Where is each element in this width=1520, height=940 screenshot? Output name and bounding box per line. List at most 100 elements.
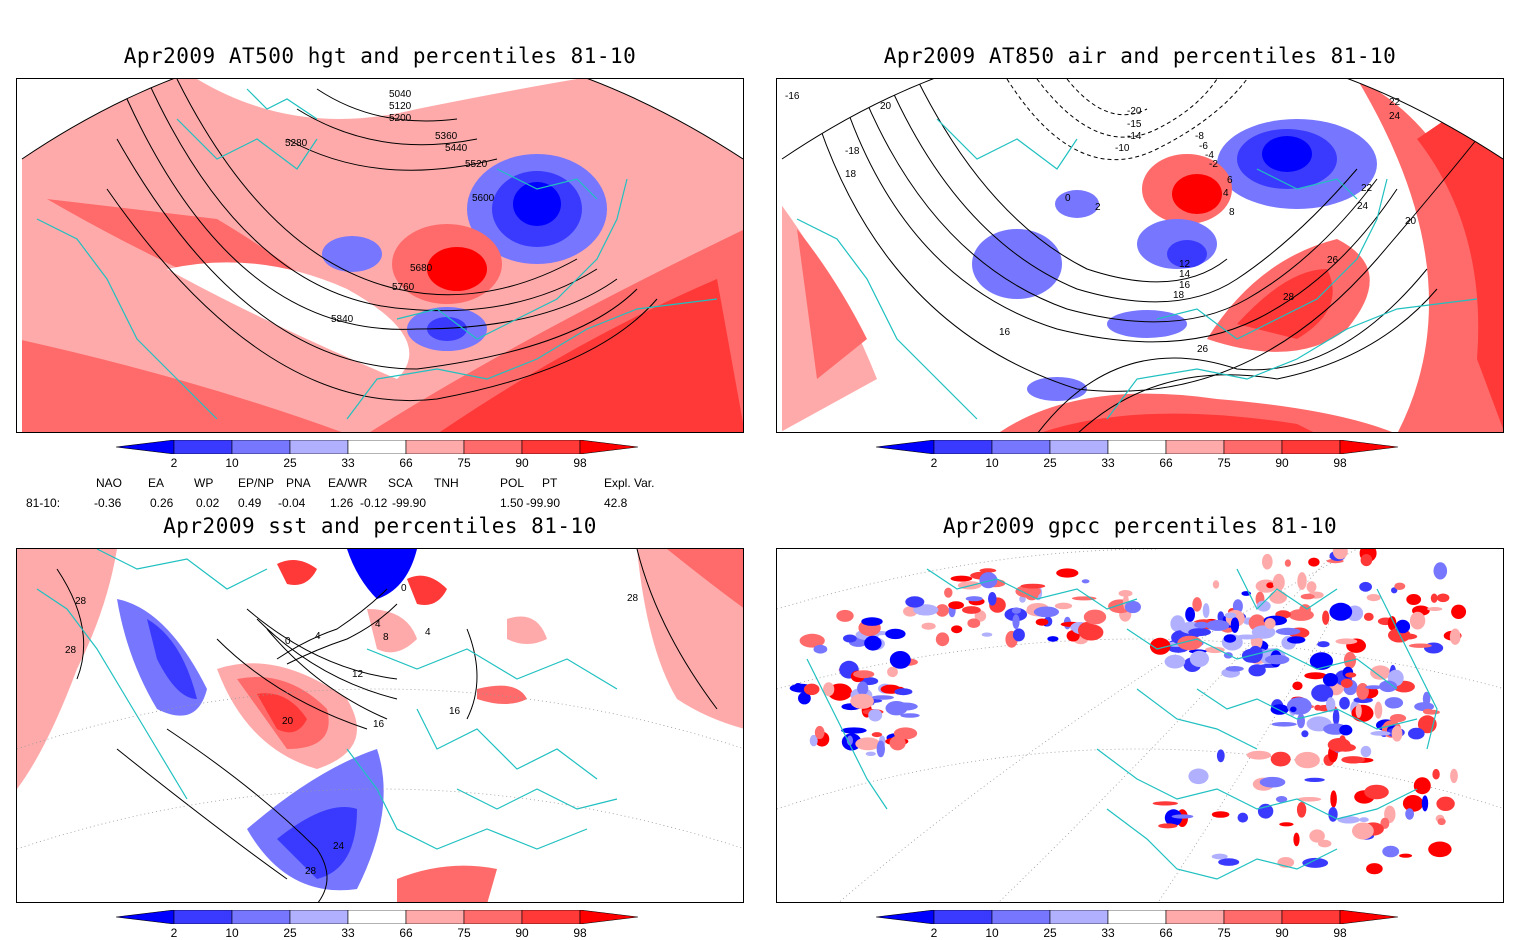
index-value-epnp: 0.49 [238, 496, 262, 510]
precip-anomaly-patch [868, 709, 883, 722]
contour-label: 18 [1173, 290, 1185, 301]
colorbar-gpcc: 2 10 25 33 66 75 90 98 [876, 910, 1406, 940]
precip-anomaly-patch [1297, 797, 1322, 802]
colorbar-segment [1339, 910, 1399, 924]
precip-anomaly-patch [1202, 603, 1210, 619]
precip-anomaly-patch [1363, 612, 1374, 621]
precip-anomaly-patch [861, 617, 883, 626]
colorbar-tick-label: 25 [1043, 456, 1057, 470]
precip-anomaly-patch [855, 737, 881, 751]
contour-label: 5600 [472, 193, 495, 204]
precip-anomaly-patch [836, 609, 854, 622]
index-header-pol: POL [500, 476, 525, 490]
precip-anomaly-patch [900, 713, 920, 718]
precip-anomaly-patch [1314, 704, 1322, 711]
index-header-explvar: Expl. Var. [604, 476, 655, 490]
colorbar-svg [116, 910, 639, 924]
colorbar-segment [521, 440, 581, 454]
precip-anomaly-patch [950, 575, 973, 582]
precip-anomaly-patch [1211, 811, 1230, 818]
contour-label: -14 [1127, 131, 1142, 142]
contour-label: 28 [627, 593, 639, 604]
precip-anomaly-patch [1083, 609, 1107, 625]
precip-anomaly-patch [1433, 562, 1448, 580]
precip-anomaly-patch [798, 692, 811, 705]
precip-anomaly-patch [1224, 612, 1237, 619]
precip-anomaly-patch [1332, 708, 1340, 726]
precip-anomaly-patch [1409, 611, 1426, 630]
precip-anomaly-patch [1309, 829, 1325, 843]
colorbar-tick-label: 66 [1159, 926, 1173, 940]
precip-anomaly-patch [1384, 697, 1404, 709]
precip-anomaly-patch [1355, 703, 1362, 718]
colorbar-segment [1281, 440, 1341, 454]
contour-label: 5520 [465, 159, 488, 170]
precip-anomaly-patch [1374, 701, 1383, 719]
precip-anomaly-patch [1218, 858, 1240, 866]
precip-anomaly-patch [1033, 606, 1059, 618]
index-header-pna: PNA [286, 476, 311, 490]
contour-label: 16 [373, 719, 385, 730]
precip-anomaly-patch [1408, 727, 1425, 740]
precip-anomaly-patch [1359, 817, 1369, 823]
precip-anomaly-patch [1328, 807, 1338, 822]
precip-anomaly-patch [1211, 853, 1228, 860]
contour-label: 28 [1283, 292, 1295, 303]
colorbar-tick-label: 98 [1333, 926, 1347, 940]
precip-anomaly-patch [1300, 593, 1315, 600]
precip-anomaly-patch [967, 618, 981, 628]
map-sst-svg: 28 28 0 4 8 4 0 4 12 20 16 16 24 28 28 [17, 549, 743, 902]
precip-anomaly-patch [1217, 611, 1225, 623]
map-sst: 28 28 0 4 8 4 0 4 12 20 16 16 24 28 28 [16, 548, 744, 903]
precip-anomaly-patch [1297, 572, 1307, 590]
precip-anomaly-patch [1152, 801, 1178, 806]
precip-anomaly-patch [1294, 751, 1320, 769]
contour-label: 4 [425, 627, 431, 638]
contour-label: 8 [1229, 207, 1235, 218]
precip-anomaly-patch [1206, 619, 1230, 631]
colorbar-sst: 2 10 25 33 66 75 90 98 [116, 910, 646, 940]
contour-label: 5200 [389, 113, 412, 124]
precip-anomaly-patch [1290, 706, 1297, 713]
precip-anomaly-patch [1164, 654, 1186, 669]
precip-anomaly-patch [841, 727, 867, 734]
map-gpcc-svg [777, 549, 1503, 902]
colorbar-tick-label: 75 [457, 926, 471, 940]
precip-anomaly-patch [1264, 618, 1276, 629]
colorbar-tick-label: 75 [457, 456, 471, 470]
colorbar-segment [876, 440, 935, 454]
precip-anomaly-patch [876, 740, 885, 758]
colorbar-tick-label: 10 [985, 926, 999, 940]
map-air850-svg: -16 20 -18 18 -20 -15 -14 -10 -8 -6 -4 -… [781, 79, 1503, 432]
index-header-sca: SCA [388, 476, 413, 490]
precip-anomaly-patch [1269, 590, 1287, 604]
colorbar-segment [1223, 910, 1283, 924]
colorbar-segment [231, 440, 291, 454]
precip-anomaly-patch [889, 735, 906, 751]
precip-anomaly-patch [813, 644, 828, 654]
colorbar-segment [289, 440, 349, 454]
precip-anomaly-patch [1293, 832, 1300, 847]
precip-anomaly-patch [887, 666, 898, 678]
panel-title-gpcc: Apr2009 gpcc percentiles 81-10 [942, 514, 1338, 538]
precip-anomaly-patch [1337, 816, 1360, 824]
precip-anomaly-patch [1286, 697, 1312, 715]
precip-anomaly-patch [1309, 652, 1333, 670]
precip-anomaly-patch [1171, 814, 1194, 819]
precip-anomaly-patch [871, 695, 894, 700]
colorbar-segment [405, 910, 465, 924]
precip-anomaly-patch [1265, 654, 1290, 665]
colorbar-tick-label: 33 [341, 456, 355, 470]
precip-anomaly-patch [1259, 776, 1286, 788]
contour-label: 4 [315, 631, 321, 642]
precip-anomaly-patch [1287, 636, 1306, 644]
precip-anomaly-patch [1451, 604, 1467, 619]
precip-anomaly-patch [1345, 672, 1357, 678]
precip-anomaly-patch [1296, 802, 1307, 818]
precip-anomaly-patch [1302, 857, 1329, 868]
index-header-wp: WP [194, 476, 214, 490]
panel-title-hgt500: Apr2009 AT500 hgt and percentiles 81-10 [123, 44, 637, 68]
precip-anomaly-patch [1360, 554, 1373, 567]
contour-label: 24 [1357, 201, 1369, 212]
precip-anomaly-patch [1339, 724, 1353, 736]
